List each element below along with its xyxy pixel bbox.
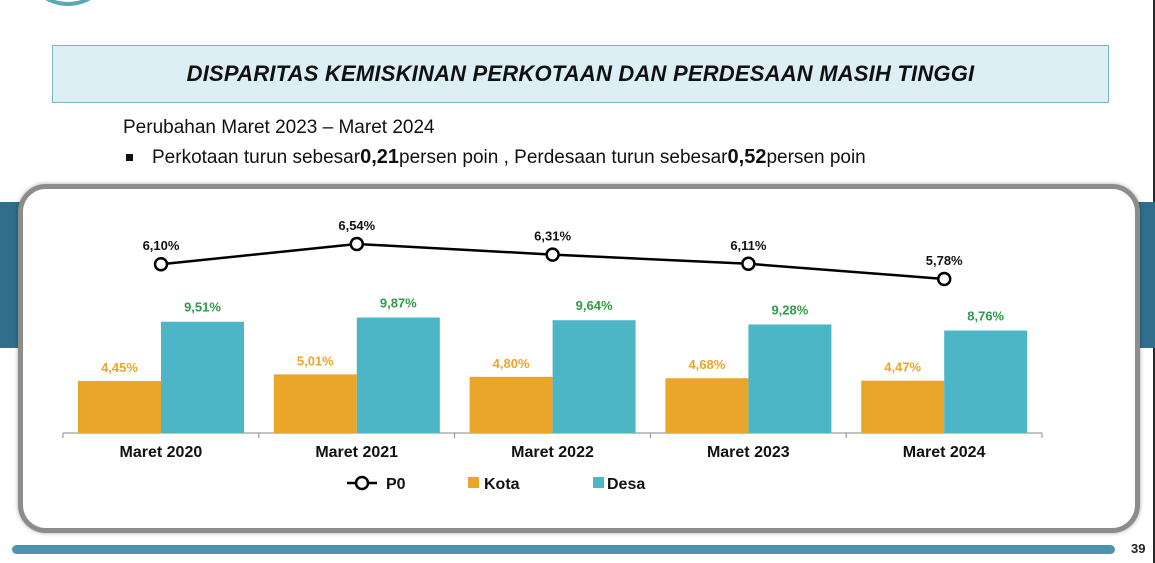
data-label-p0: 6,31% xyxy=(534,229,571,244)
data-label-p0: 6,54% xyxy=(338,218,375,233)
p0-point xyxy=(936,271,952,287)
data-label-desa: 9,87% xyxy=(380,296,417,311)
bullet-square-icon xyxy=(126,154,133,161)
page-title: DISPARITAS KEMISKINAN PERKOTAAN DAN PERD… xyxy=(186,61,975,86)
x-tick-label: Maret 2022 xyxy=(511,444,594,461)
data-label-desa: 8,76% xyxy=(967,309,1004,324)
bullet-text-part1: Perkotaan turun sebesar xyxy=(152,146,361,168)
legend-label-kota: Kota xyxy=(484,476,520,493)
data-label-p0: 6,10% xyxy=(143,238,180,253)
bullet-text-part3: persen poin xyxy=(766,146,866,168)
data-label-p0: 6,11% xyxy=(730,238,767,253)
bar-kota xyxy=(78,380,161,433)
p0-point xyxy=(349,236,365,252)
bar-desa xyxy=(552,320,636,433)
bar-desa xyxy=(748,324,832,433)
legend-swatch-kota xyxy=(468,477,479,488)
bullet-point: Perkotaan turun sebesar 0,21 persen poin… xyxy=(123,146,866,169)
bar-kota xyxy=(665,378,749,433)
bar-desa xyxy=(944,330,1028,433)
data-label-kota: 4,80% xyxy=(493,356,530,371)
data-label-kota: 4,68% xyxy=(688,357,725,372)
bar-desa xyxy=(356,317,440,433)
data-label-p0: 5,78% xyxy=(926,253,963,268)
legend-label-p0: P0 xyxy=(386,476,406,493)
legend-label-desa: Desa xyxy=(607,476,645,493)
data-label-desa: 9,64% xyxy=(576,298,613,313)
legend-swatch-desa xyxy=(593,477,604,488)
legend-p0-marker xyxy=(354,475,370,491)
x-tick-label: Maret 2021 xyxy=(315,444,398,461)
bullet-value-kota: 0,21 xyxy=(360,146,400,168)
bar-desa xyxy=(161,321,244,433)
bar-kota xyxy=(861,380,945,433)
data-label-kota: 5,01% xyxy=(297,353,334,368)
bullet-text-part2: persen poin , Perdesaan turun sebesar xyxy=(399,146,728,168)
bar-kota xyxy=(273,374,357,433)
title-banner: DISPARITAS KEMISKINAN PERKOTAAN DAN PERD… xyxy=(52,45,1109,103)
x-tick-label: Maret 2023 xyxy=(707,444,790,461)
x-tick-label: Maret 2020 xyxy=(120,444,203,461)
data-label-desa: 9,28% xyxy=(771,302,808,317)
bottom-progress-bar xyxy=(12,545,1115,554)
subtitle: Perubahan Maret 2023 – Maret 2024 xyxy=(123,117,435,138)
page-number: 39 xyxy=(1131,541,1146,556)
p0-point xyxy=(545,247,560,262)
bar-kota xyxy=(469,376,553,433)
data-label-kota: 4,47% xyxy=(884,360,921,375)
data-label-desa: 9,51% xyxy=(184,300,221,315)
data-label-kota: 4,45% xyxy=(101,360,138,375)
bullet-value-desa: 0,52 xyxy=(727,146,767,168)
p0-point xyxy=(153,256,169,272)
p0-point xyxy=(741,256,756,272)
x-tick-label: Maret 2024 xyxy=(903,444,986,461)
